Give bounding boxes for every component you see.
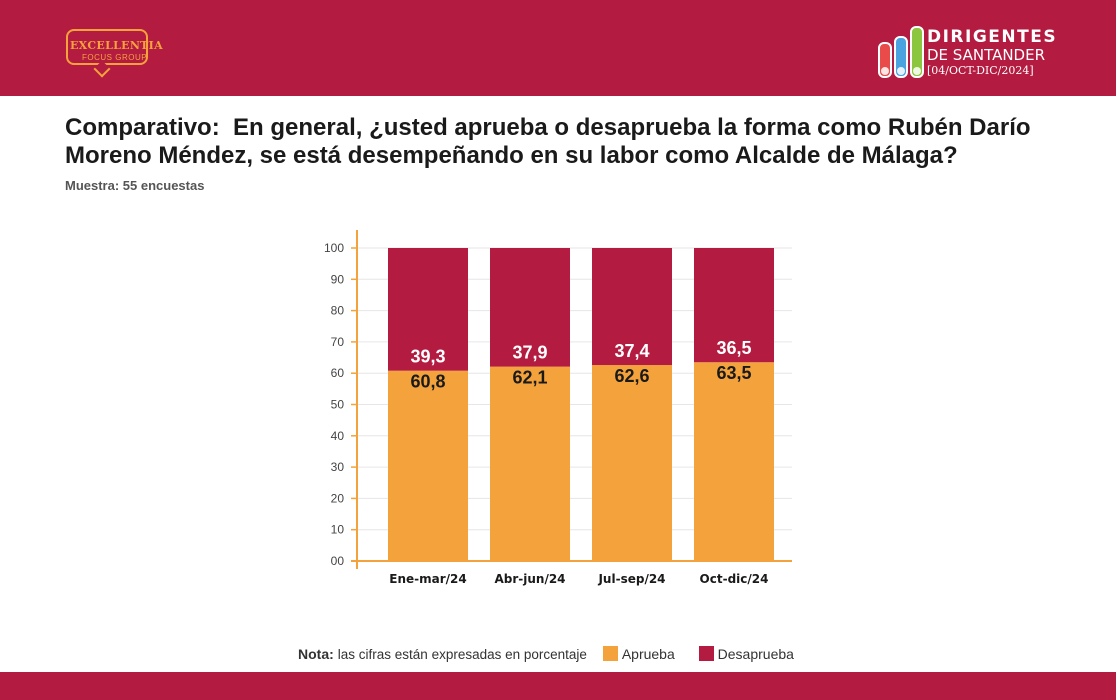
bar-desaprueba (388, 248, 468, 371)
bar-desaprueba (490, 248, 570, 367)
x-tick-label: Oct-dic/24 (700, 572, 769, 586)
data-label-desaprueba: 37,9 (512, 343, 547, 363)
x-tick-label: Abr-jun/24 (494, 572, 565, 586)
logo-right-line1: DIRIGENTES (927, 27, 1058, 47)
red-pill-icon (878, 42, 892, 78)
blue-pill-icon (894, 36, 908, 78)
bar-aprueba (388, 370, 468, 561)
header-bar: EXCELLENTIA FOCUS GROUP DIRIGENTES DE SA… (0, 0, 1116, 96)
data-label-aprueba: 62,6 (614, 366, 649, 386)
stacked-bar-chart: 00 10 20 30 40 50 60 70 80 90 100 60,8 39,3 Ene-mar/2… (324, 230, 792, 586)
y-tick-label: 60 (331, 366, 345, 380)
data-label-desaprueba: 39,3 (410, 347, 445, 367)
page-title: Comparativo: En general, ¿usted aprueba … (65, 114, 1031, 169)
y-tick-label: 00 (331, 554, 345, 568)
bar-desaprueba (694, 248, 774, 363)
sample-size: Muestra: 55 encuestas (65, 178, 205, 193)
legend-label-desaprueba: Desaprueba (717, 646, 794, 662)
logo-left-line2: FOCUS GROUP (82, 53, 148, 62)
data-label-aprueba: 63,5 (716, 363, 751, 383)
data-label-desaprueba: 36,5 (716, 338, 751, 358)
y-tick-label: 70 (331, 335, 345, 349)
y-tick-label: 40 (331, 429, 345, 443)
dirigentes-logo: DIRIGENTES DE SANTANDER [04/OCT-DIC/2024… (876, 22, 1066, 80)
y-tick-label: 80 (331, 304, 345, 318)
logo-right-line3: [04/OCT-DIC/2024] (927, 64, 1034, 77)
data-label-desaprueba: 37,4 (614, 341, 649, 361)
logo-right-line2: DE SANTANDER (927, 46, 1046, 64)
y-tick-label: 10 (331, 523, 345, 537)
x-tick-label: Jul-sep/24 (597, 572, 665, 586)
note-label: Nota: (298, 646, 334, 662)
legend-swatch-aprueba (602, 646, 618, 661)
x-tick-label: Ene-mar/24 (389, 572, 466, 586)
bar-aprueba (694, 362, 774, 561)
bar-desaprueba (592, 248, 672, 366)
legend: Nota: las cifras están expresadas en porc… (298, 646, 794, 666)
data-label-aprueba: 60,8 (410, 372, 445, 392)
speech-bubble-icon (66, 29, 148, 65)
logo-left-line1: EXCELLENTIA (70, 39, 163, 52)
y-tick-label: 100 (324, 241, 344, 255)
bar-aprueba (490, 366, 570, 561)
legend-swatch-desaprueba (698, 646, 714, 661)
green-pill-icon (910, 26, 924, 78)
legend-label-aprueba: Aprueba (621, 646, 675, 662)
footer-bar (0, 672, 1116, 700)
excellentia-logo: EXCELLENTIA FOCUS GROUP (66, 29, 163, 78)
y-tick-label: 90 (331, 272, 345, 286)
y-tick-label: 50 (331, 398, 345, 412)
y-tick-label: 20 (331, 491, 345, 505)
bar-aprueba (592, 365, 672, 561)
y-tick-label: 30 (331, 460, 345, 474)
data-label-aprueba: 62,1 (512, 368, 547, 388)
note-text: las cifras están expresadas en porcentaj… (337, 647, 587, 662)
